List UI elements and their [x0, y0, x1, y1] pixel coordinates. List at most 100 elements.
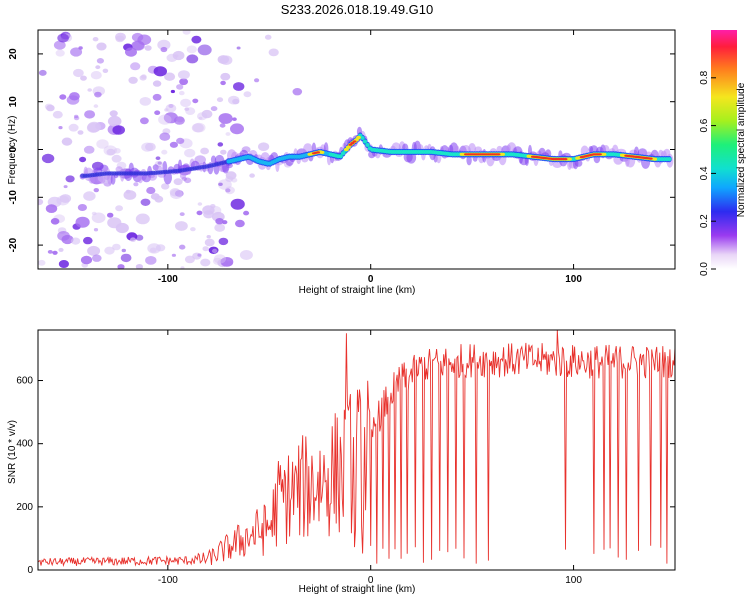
noise-blob [243, 91, 252, 98]
ridge-peak [597, 153, 602, 156]
noise-blob [45, 204, 58, 214]
noise-blob [200, 258, 211, 267]
ridge-halo [96, 175, 106, 185]
noise-blob [95, 65, 101, 70]
noise-blob [220, 80, 226, 86]
y-tick-label: 0 [27, 565, 33, 576]
ridge-peak [348, 143, 353, 146]
noise-blob [186, 54, 199, 64]
snr-series-line [38, 330, 675, 567]
spectrogram-x-label: Height of straight line (km) [299, 285, 416, 296]
noise-blob [180, 98, 192, 108]
ridge-halo [163, 170, 172, 185]
ridge-hot [500, 152, 505, 156]
spectrogram-heatmap [38, 30, 674, 269]
noise-blob [135, 213, 150, 225]
noise-blob [173, 178, 183, 186]
noise-blob [230, 123, 244, 135]
ridge-inner [365, 142, 370, 147]
noise-blob [158, 114, 172, 125]
noise-blob [153, 66, 167, 77]
noise-blob [144, 45, 152, 51]
noise-blob [225, 171, 237, 180]
noise-blob [155, 156, 161, 160]
noise-blob [191, 35, 202, 44]
ridge-hot [346, 145, 351, 149]
noise-blob [125, 47, 137, 57]
noise-blob [212, 257, 223, 265]
noise-blob [161, 183, 170, 190]
noise-blob [83, 236, 93, 245]
noise-blob [69, 92, 80, 101]
snr-x-label: Height of straight line (km) [299, 584, 416, 595]
noise-blob [179, 78, 189, 86]
noise-blob [56, 195, 70, 206]
noise-blob [209, 205, 222, 215]
colorbar-tick-label: 0.4 [699, 166, 710, 180]
noise-blob [217, 55, 229, 64]
noise-blob [202, 246, 209, 252]
noise-blob [112, 125, 125, 135]
ridge-peak [316, 151, 320, 154]
noise-blob [141, 142, 154, 152]
noise-blob [50, 218, 60, 225]
noise-blob [152, 93, 162, 101]
x-tick-label: 0 [368, 274, 374, 285]
noise-blob [150, 193, 160, 200]
noise-blob [75, 216, 90, 228]
noise-blob [74, 114, 79, 119]
noise-blob [58, 247, 64, 252]
noise-blob [57, 231, 70, 241]
snr-y-label: SNR (10 * v/v) [7, 420, 18, 484]
noise-blob [182, 30, 191, 35]
noise-blob [63, 185, 68, 189]
colorbar-tick-label: 0.0 [699, 262, 710, 276]
ridge-peak [648, 157, 653, 160]
noise-blob [192, 98, 199, 104]
noise-blob [165, 104, 177, 113]
noise-blob [216, 97, 224, 103]
noise-blob [154, 110, 161, 115]
noise-blob [47, 250, 53, 254]
noise-blob [68, 123, 79, 132]
noise-blob [191, 123, 204, 133]
noise-blob [113, 148, 121, 154]
noise-blob [190, 227, 196, 232]
noise-blob [218, 182, 223, 186]
noise-blob [38, 198, 44, 206]
noise-blob [131, 40, 145, 51]
noise-blob [70, 47, 83, 57]
noise-blob [70, 237, 81, 245]
ridge-peak [496, 153, 501, 156]
noise-blob [94, 91, 102, 98]
noise-blob [149, 247, 157, 253]
noise-blob [132, 40, 145, 51]
noise-blob [176, 84, 184, 90]
noise-blob [65, 175, 75, 183]
noise-blob [155, 244, 166, 252]
noise-blob [38, 259, 46, 266]
noise-blob [90, 71, 102, 80]
noise-blob [179, 90, 185, 96]
noise-blob [120, 253, 132, 263]
noise-blob [73, 68, 84, 78]
y-tick-label: -20 [8, 237, 19, 252]
noise-blob [145, 256, 157, 265]
noise-blob [83, 145, 95, 154]
noise-blob [58, 126, 63, 130]
noise-blob [201, 109, 213, 119]
y-tick-label: 600 [16, 376, 33, 387]
noise-blob [140, 198, 151, 206]
noise-blob [86, 122, 100, 133]
noise-blob [177, 70, 190, 80]
noise-blob [211, 248, 218, 254]
y-tick-label: 10 [8, 96, 19, 108]
noise-blob [219, 123, 226, 128]
noise-blob [107, 212, 114, 218]
noise-blob [186, 45, 197, 54]
noise-blob [161, 149, 168, 155]
ridge-inner [667, 157, 672, 162]
ridge-inner [338, 154, 343, 159]
